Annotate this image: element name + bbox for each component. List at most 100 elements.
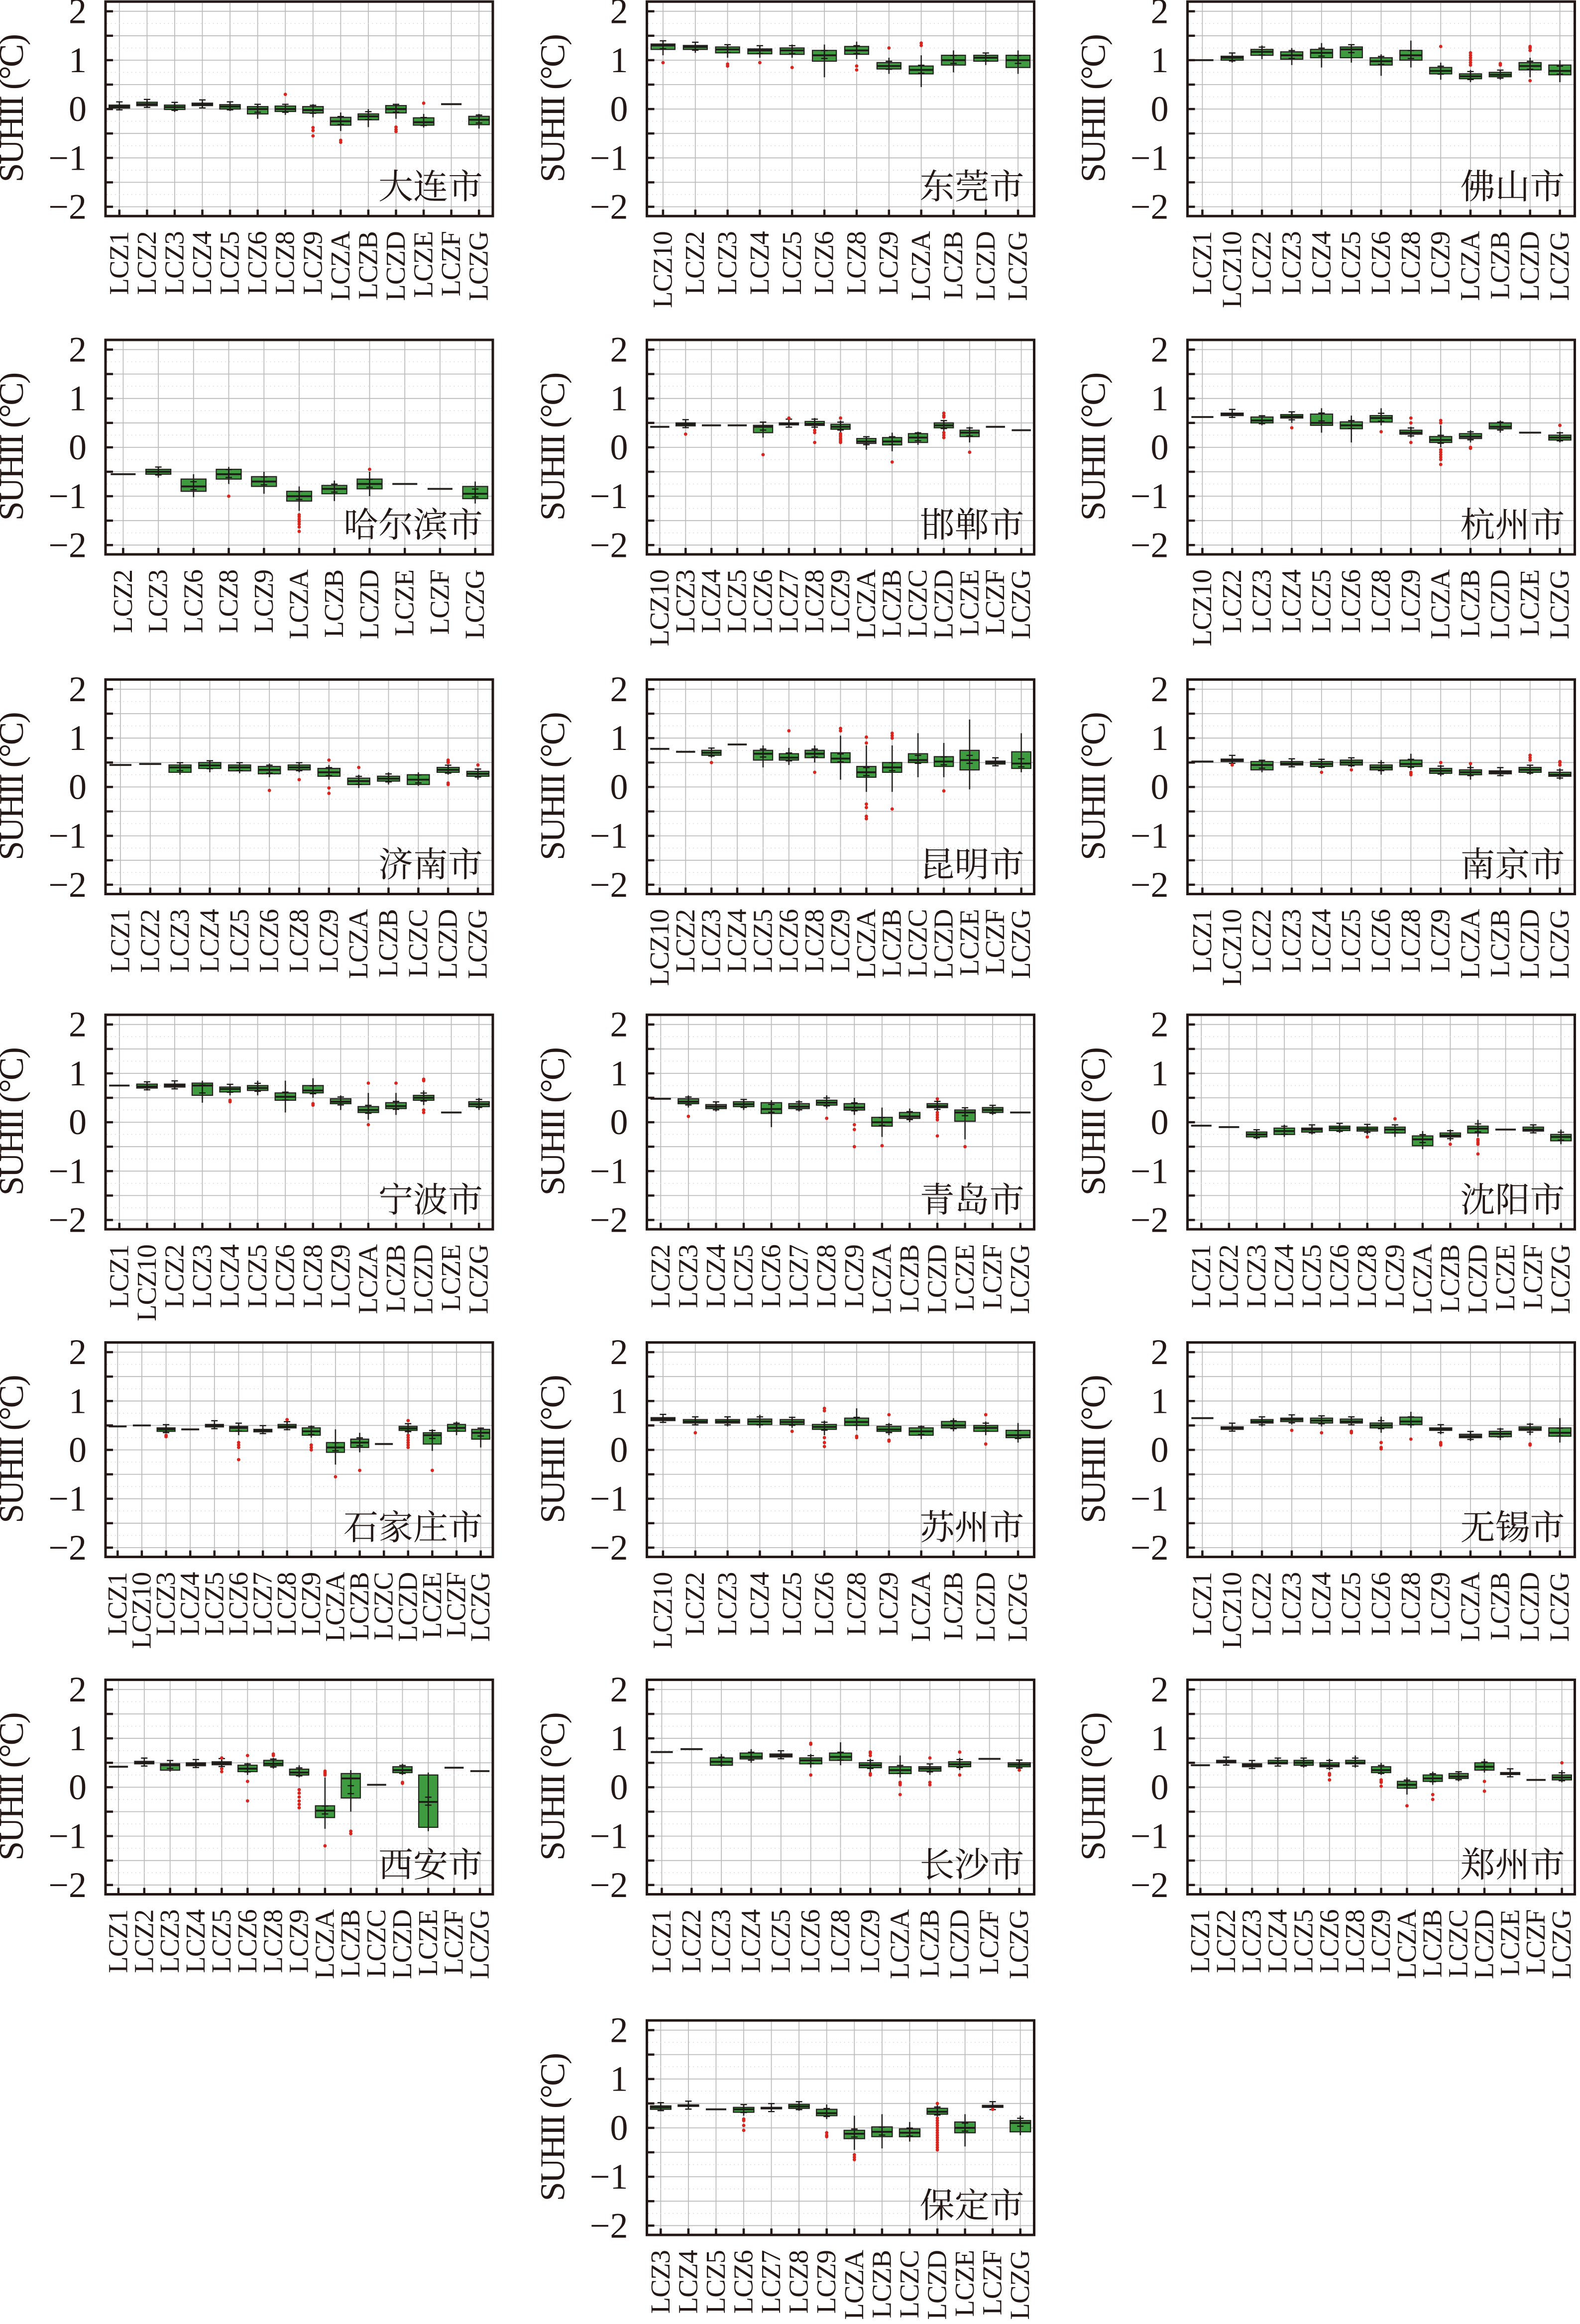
svg-text:LCZ5: LCZ5 [722, 570, 752, 633]
svg-text:0: 0 [1151, 767, 1169, 807]
svg-text:−1: −1 [590, 2157, 628, 2197]
svg-text:LCZG: LCZG [1544, 231, 1575, 301]
svg-text:2: 2 [1151, 330, 1169, 370]
svg-text:LCZE: LCZE [949, 1245, 980, 1311]
svg-text:LCZ2: LCZ2 [679, 1573, 710, 1636]
svg-text:LCZ6: LCZ6 [773, 910, 803, 973]
svg-text:LCZA: LCZA [1455, 909, 1485, 979]
svg-text:0: 0 [1151, 427, 1169, 467]
svg-text:LCZ4: LCZ4 [1306, 1572, 1336, 1636]
svg-text:LCZ6: LCZ6 [1365, 1573, 1396, 1636]
svg-text:2: 2 [69, 0, 87, 31]
svg-text:LCZ3: LCZ3 [150, 1573, 181, 1636]
svg-text:LCZ10: LCZ10 [644, 910, 675, 986]
svg-text:LCZ10: LCZ10 [1187, 570, 1217, 646]
svg-text:LCZ8: LCZ8 [1365, 570, 1396, 633]
svg-text:LCZ2: LCZ2 [131, 231, 162, 295]
svg-text:LCZB: LCZB [1435, 1245, 1465, 1313]
svg-text:−1: −1 [1130, 1816, 1169, 1856]
svg-text:0: 0 [610, 1430, 628, 1470]
svg-text:LCZG: LCZG [459, 570, 490, 639]
svg-text:LCZ9: LCZ9 [325, 1245, 355, 1308]
svg-text:LCZ10: LCZ10 [1217, 231, 1247, 308]
svg-text:SUHII (°C): SUHII (°C) [534, 1713, 572, 1861]
svg-text:LCZA: LCZA [343, 909, 373, 979]
svg-text:LCZ4: LCZ4 [1306, 231, 1336, 295]
svg-text:LCZ3: LCZ3 [154, 1910, 185, 1973]
svg-text:LCZF: LCZF [980, 910, 1010, 974]
svg-text:1: 1 [610, 40, 628, 80]
svg-text:0: 0 [69, 89, 87, 129]
svg-text:LCZE: LCZE [436, 1245, 466, 1311]
svg-text:LCZ5: LCZ5 [777, 1573, 807, 1636]
svg-text:LCZ8: LCZ8 [1352, 1245, 1382, 1308]
svg-text:LCZC: LCZC [1443, 1910, 1473, 1978]
svg-text:LCZ5: LCZ5 [1336, 1573, 1366, 1636]
svg-text:LCZF: LCZF [974, 1910, 1004, 1975]
svg-text:−1: −1 [48, 138, 87, 178]
svg-text:LCZ1: LCZ1 [1187, 910, 1217, 973]
svg-text:0: 0 [1151, 1430, 1169, 1470]
svg-text:LCZD: LCZD [928, 570, 959, 639]
svg-text:LCZB: LCZB [335, 1910, 365, 1978]
svg-text:LCZ10: LCZ10 [126, 1573, 156, 1649]
svg-text:1: 1 [1151, 1718, 1169, 1758]
svg-text:1: 1 [1151, 379, 1169, 419]
svg-text:LCZE: LCZE [954, 570, 984, 636]
svg-text:LCZB: LCZB [344, 1573, 374, 1641]
svg-text:LCZG: LCZG [1005, 1245, 1035, 1314]
svg-text:0: 0 [69, 1430, 87, 1470]
svg-text:LCZ2: LCZ2 [128, 1910, 159, 1973]
svg-text:0: 0 [610, 2108, 628, 2148]
svg-text:LCZ1: LCZ1 [1187, 1573, 1217, 1636]
svg-text:LCZ4: LCZ4 [696, 570, 726, 634]
svg-text:LCZD: LCZD [970, 1573, 1001, 1642]
svg-text:−2: −2 [590, 1528, 628, 1568]
svg-text:LCZ9: LCZ9 [297, 231, 328, 295]
svg-text:−1: −1 [590, 816, 628, 856]
svg-text:LCZ5: LCZ5 [700, 2250, 731, 2314]
svg-text:LCZ7: LCZ7 [784, 1245, 814, 1308]
svg-text:LCZG: LCZG [463, 231, 494, 301]
svg-text:LCZ6: LCZ6 [728, 2250, 759, 2314]
svg-text:1: 1 [610, 1054, 628, 1093]
svg-text:−2: −2 [590, 2206, 628, 2245]
svg-text:LCZ8: LCZ8 [841, 1573, 871, 1636]
svg-text:LCZ4: LCZ4 [187, 231, 217, 295]
svg-text:LCZ2: LCZ2 [1246, 231, 1277, 295]
svg-text:LCZB: LCZB [877, 570, 907, 638]
svg-text:LCZB: LCZB [938, 231, 968, 300]
svg-text:−1: −1 [48, 476, 87, 516]
svg-text:LCZD: LCZD [1514, 1573, 1545, 1642]
svg-text:1: 1 [610, 1381, 628, 1421]
svg-text:LCZE: LCZE [954, 910, 984, 976]
svg-text:1: 1 [1151, 40, 1169, 80]
svg-text:LCZA: LCZA [885, 1909, 915, 1979]
svg-text:LCZ6: LCZ6 [242, 231, 272, 295]
svg-text:LCZA: LCZA [1391, 1909, 1422, 1979]
svg-text:LCZD: LCZD [1484, 570, 1515, 639]
svg-text:LCZ3: LCZ3 [187, 1245, 217, 1308]
svg-text:LCZG: LCZG [1005, 2250, 1035, 2320]
svg-text:SUHII (°C): SUHII (°C) [0, 373, 31, 521]
svg-text:LCZE: LCZE [1514, 570, 1545, 636]
svg-text:LCZ4: LCZ4 [722, 909, 752, 973]
svg-text:2: 2 [610, 1005, 628, 1045]
svg-text:LCZD: LCZD [944, 1910, 974, 1980]
svg-text:LCZD: LCZD [387, 1910, 417, 1980]
svg-text:LCZ9: LCZ9 [1425, 1573, 1456, 1636]
svg-text:0: 0 [610, 767, 628, 807]
svg-text:LCZB: LCZB [894, 1245, 924, 1313]
svg-text:LCZC: LCZC [361, 1910, 391, 1978]
svg-text:0: 0 [1151, 89, 1169, 129]
svg-text:LCZ8: LCZ8 [284, 910, 314, 973]
svg-text:LCZD: LCZD [970, 231, 1001, 301]
svg-text:LCZ5: LCZ5 [215, 231, 245, 295]
svg-text:LCZB: LCZB [1484, 231, 1515, 300]
svg-text:2: 2 [610, 669, 628, 709]
svg-text:LCZ1: LCZ1 [102, 1573, 132, 1636]
svg-text:LCZ3: LCZ3 [1237, 1910, 1267, 1973]
svg-text:LCZ6: LCZ6 [1314, 1910, 1344, 1973]
svg-text:LCZ3: LCZ3 [1276, 1573, 1307, 1636]
svg-text:LCZF: LCZF [439, 1910, 469, 1975]
